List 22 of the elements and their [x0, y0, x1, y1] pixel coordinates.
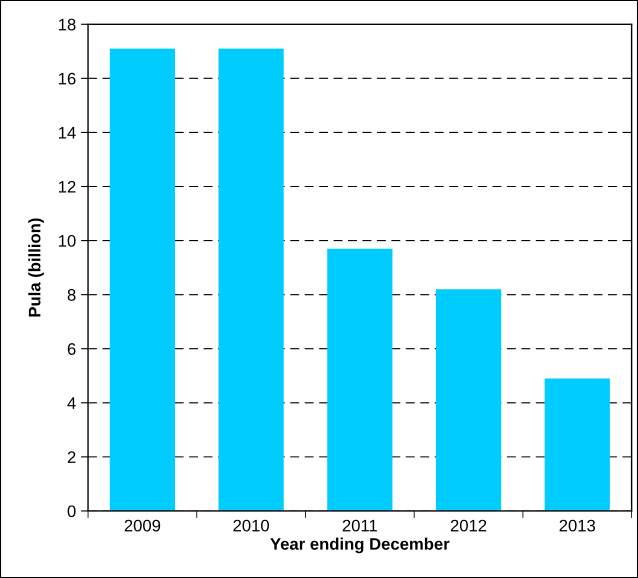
x-tick-label: 2009	[124, 520, 160, 532]
y-tick-label: 6	[68, 343, 76, 355]
y-tick-label: 10	[58, 234, 76, 247]
x-tick-label: 2012	[450, 520, 486, 532]
x-axis-title: Year ending December	[270, 538, 450, 554]
y-tick-label: 12	[58, 180, 76, 193]
bar	[436, 289, 502, 511]
y-tick-label: 2	[68, 451, 76, 463]
x-tick-label: 2010	[233, 520, 270, 532]
y-axis-title: Pula (billion)	[28, 218, 44, 316]
bar	[110, 48, 176, 511]
y-tick-label: 8	[68, 289, 76, 301]
bar	[544, 378, 610, 511]
y-tick-label: 18	[58, 18, 76, 30]
bar	[327, 248, 392, 511]
y-tick-label: 0	[68, 505, 76, 518]
y-tick-label: 4	[67, 397, 76, 409]
y-tick-label: 14	[58, 127, 76, 138]
y-tick-label: 16	[58, 72, 76, 85]
x-tick-label: 2011	[342, 520, 377, 532]
x-tick-label: 2013	[560, 520, 596, 532]
bar	[218, 48, 284, 511]
